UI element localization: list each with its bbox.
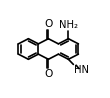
- Text: O: O: [44, 69, 53, 79]
- Text: O: O: [44, 19, 53, 29]
- Text: NH₂: NH₂: [60, 20, 78, 30]
- Text: HN: HN: [74, 65, 89, 75]
